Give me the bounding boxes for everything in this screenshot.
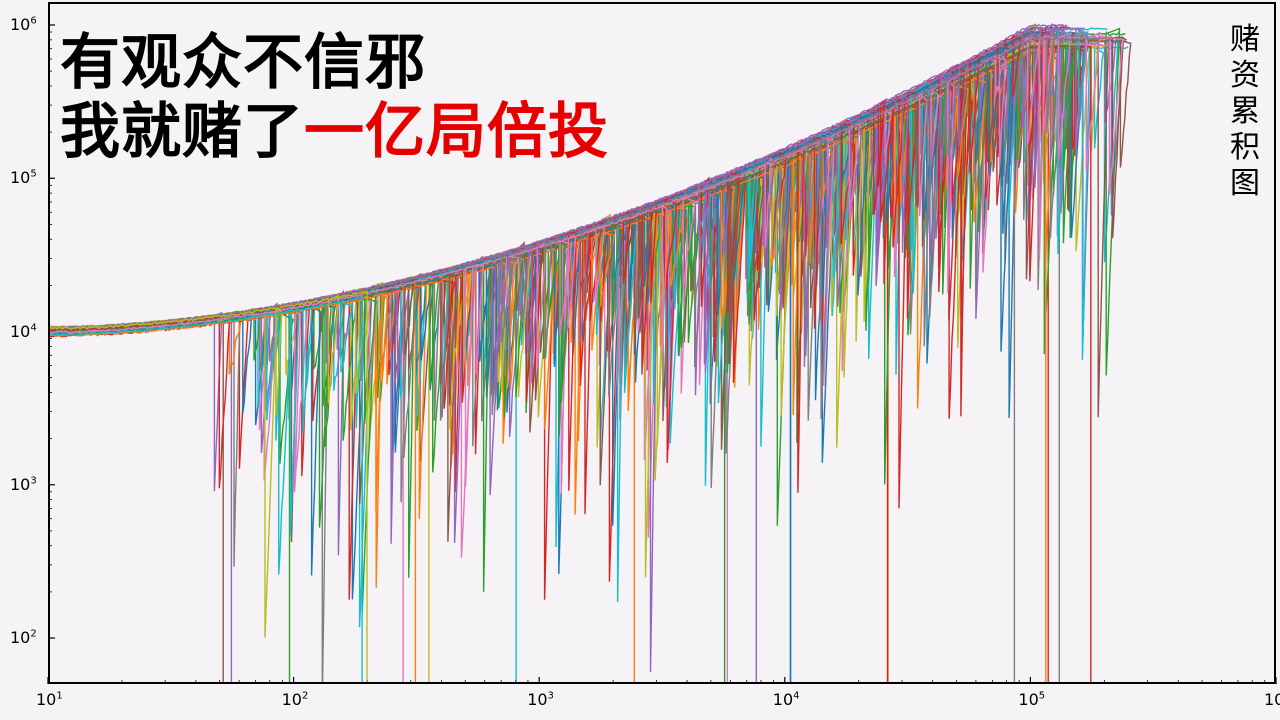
series-line bbox=[48, 319, 223, 708]
y-tick: 102 bbox=[10, 628, 37, 647]
series-line bbox=[48, 313, 231, 708]
y-tick: 104 bbox=[10, 322, 37, 341]
x-tick: 102 bbox=[282, 690, 309, 709]
headline-line2-red: 一亿局倍投 bbox=[304, 98, 609, 165]
y-tick: 105 bbox=[10, 168, 37, 187]
headline-text: 有观众不信邪 我就赌了一亿局倍投 bbox=[60, 28, 609, 166]
side-title: 赌资累积图 bbox=[1230, 22, 1260, 202]
chart-frame: 有观众不信邪 我就赌了一亿局倍投 赌资累积图 101 102 103 104 105 10… bbox=[0, 0, 1280, 720]
headline-line2-black: 我就赌了 bbox=[60, 98, 304, 165]
series-line bbox=[48, 298, 362, 708]
y-tick: 103 bbox=[10, 475, 37, 494]
x-tick: 103 bbox=[527, 690, 554, 709]
y-tick: 106 bbox=[10, 15, 37, 34]
x-tick: 105 bbox=[1018, 690, 1045, 709]
headline-line2: 我就赌了一亿局倍投 bbox=[60, 97, 609, 166]
x-tick: 104 bbox=[773, 690, 800, 709]
series-line bbox=[48, 306, 290, 708]
x-tick: 106 bbox=[1264, 690, 1280, 709]
headline-line1: 有观众不信邪 bbox=[60, 28, 609, 97]
series-line bbox=[48, 275, 429, 708]
x-tick: 101 bbox=[36, 690, 63, 709]
